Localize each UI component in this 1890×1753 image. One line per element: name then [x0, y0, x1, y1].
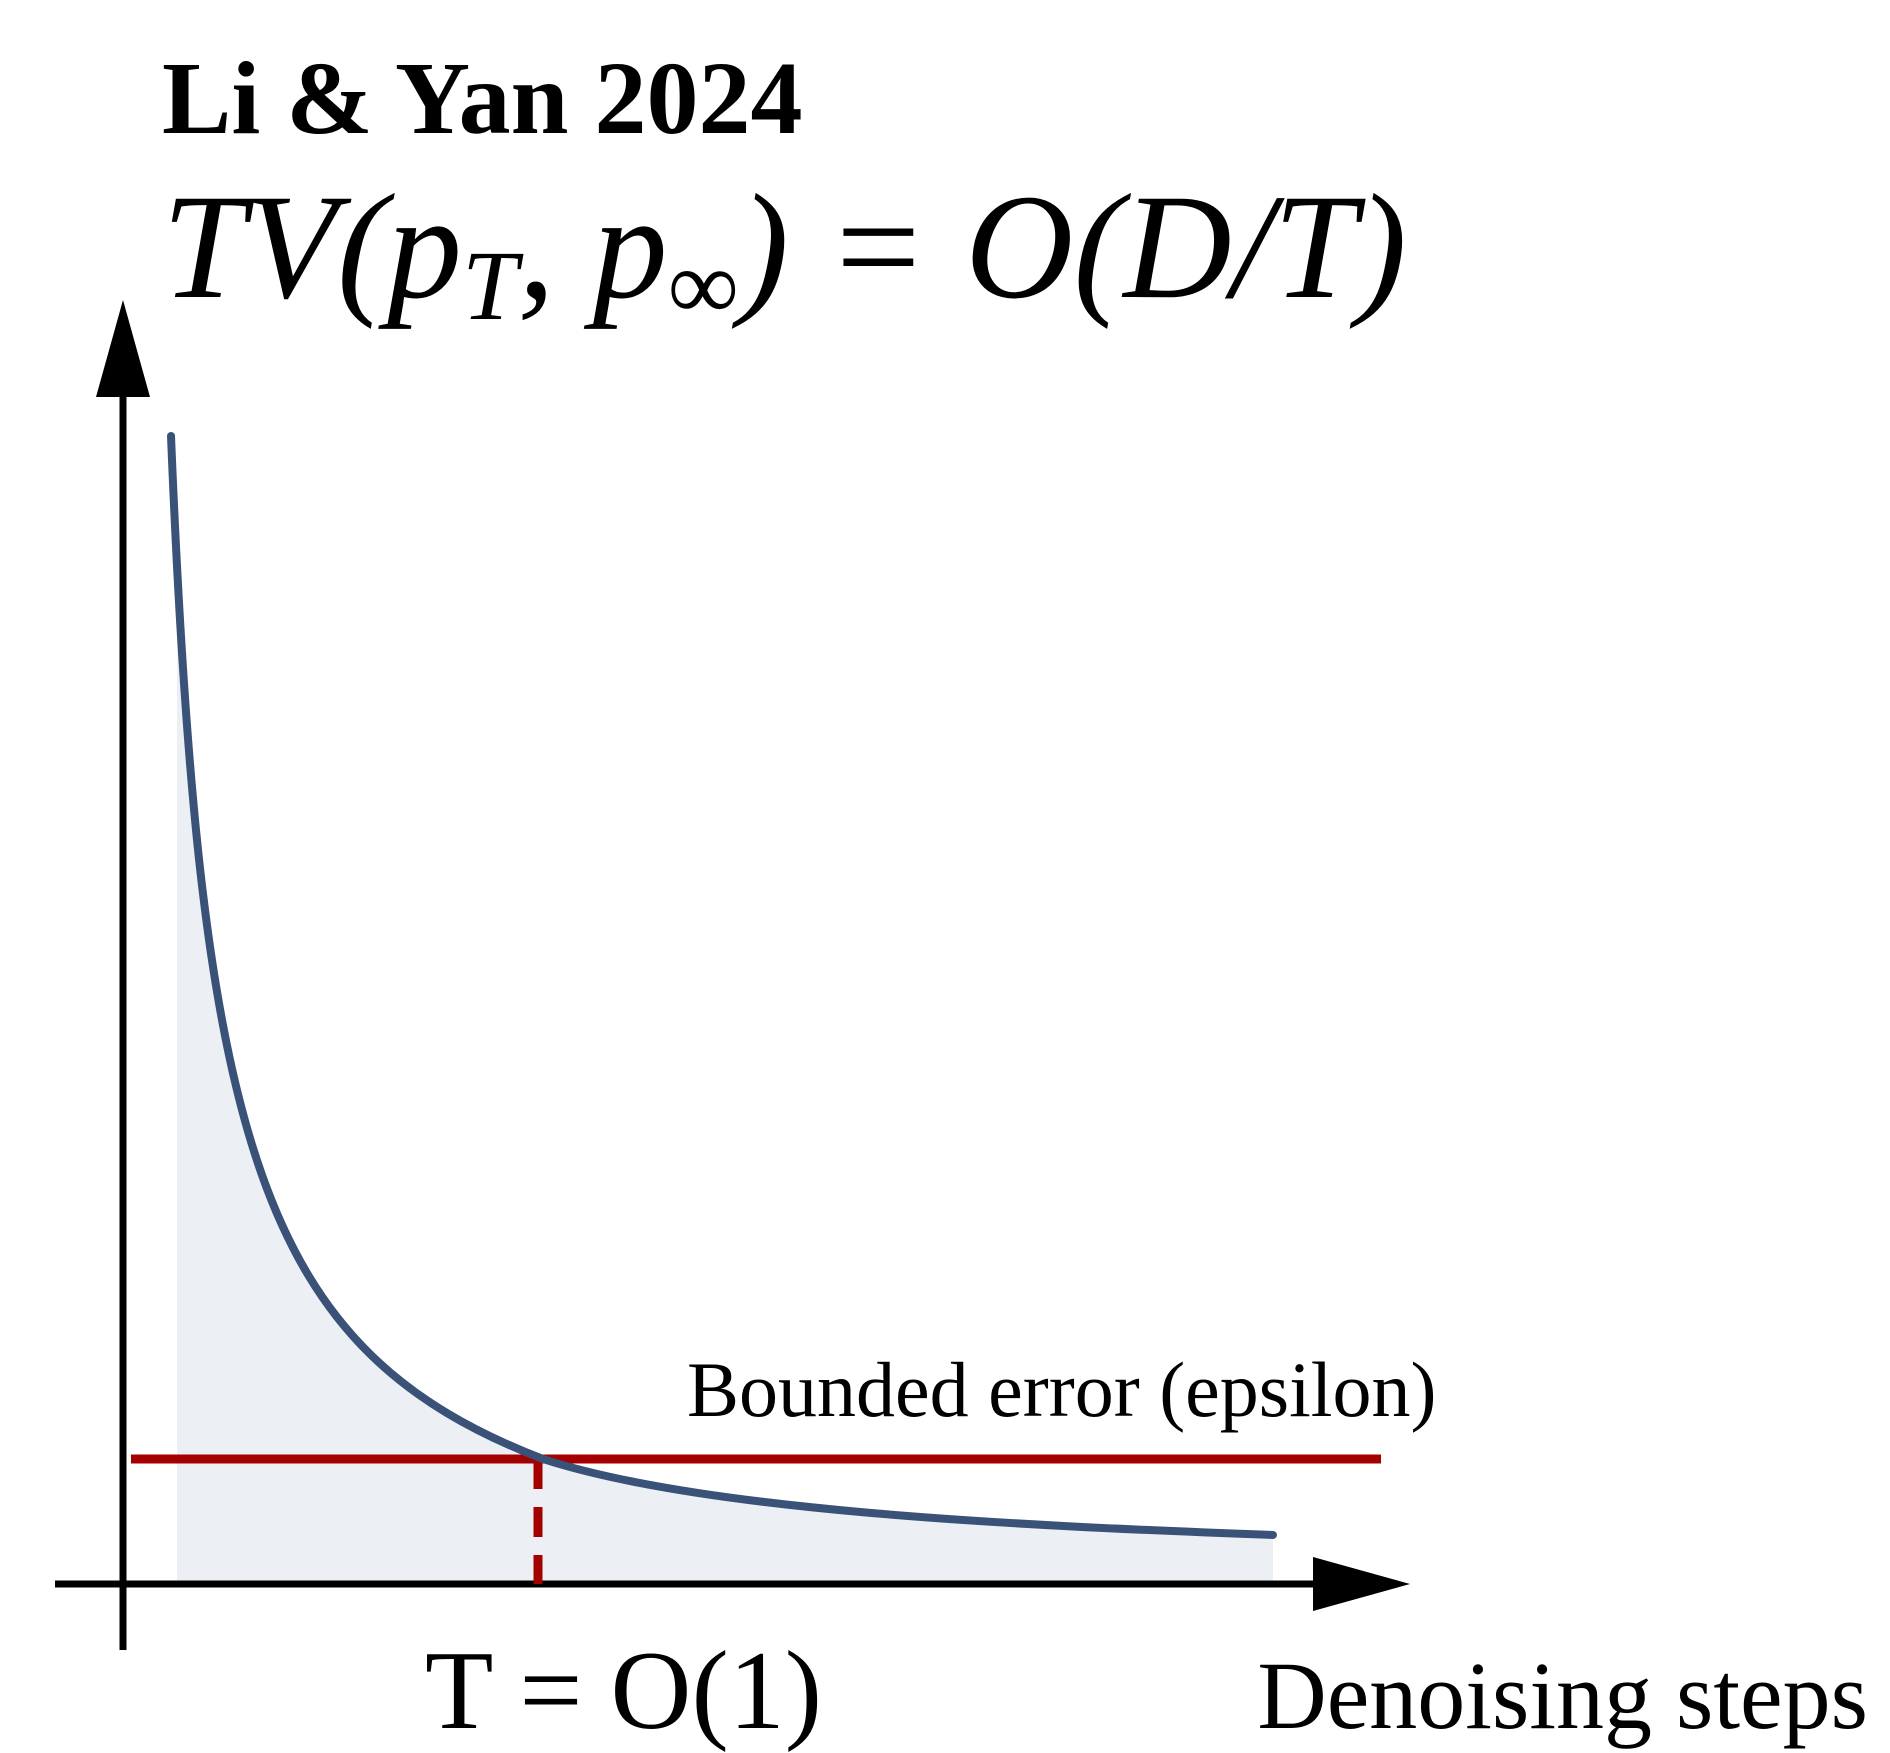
- formula-subscript: T: [462, 230, 524, 341]
- threshold-label: Bounded error (epsilon): [687, 1346, 1436, 1433]
- title: Li & Yan 2024: [162, 41, 802, 156]
- error-curve: [167, 432, 1277, 1539]
- x-axis-arrow: [1313, 1557, 1410, 1611]
- formula-part: ) = O(D/T): [731, 164, 1407, 330]
- formula-part: TV(p: [162, 164, 462, 330]
- area-under-curve: [177, 566, 1273, 1584]
- crossing-label: T = O(1): [425, 1629, 822, 1753]
- formula-part: , p: [518, 164, 668, 330]
- x-axis-label: Denoising steps: [1257, 1642, 1868, 1749]
- y-axis-arrow: [96, 300, 150, 397]
- formula-subscript: ∞: [668, 230, 739, 341]
- formula: TV(pT, p∞) = O(D/T): [162, 164, 1407, 341]
